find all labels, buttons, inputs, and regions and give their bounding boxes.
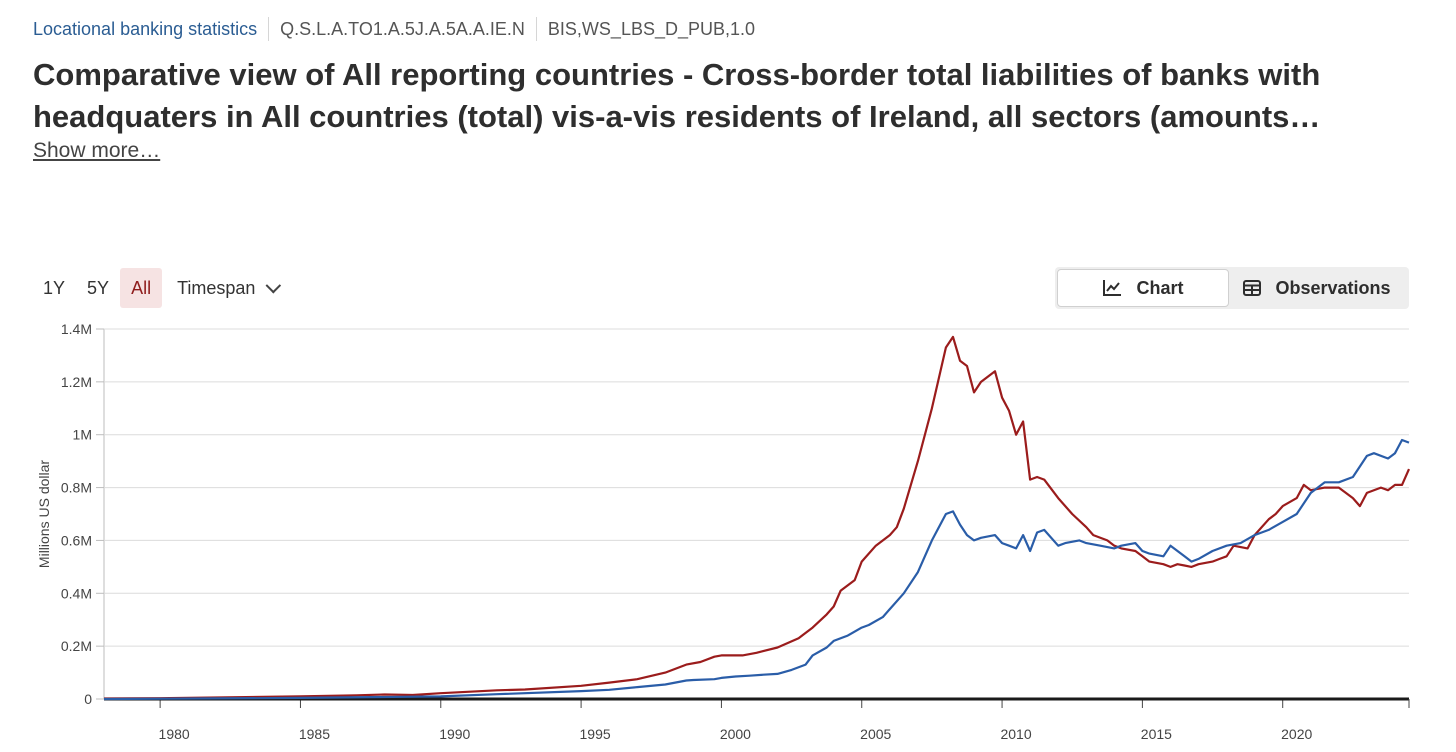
table-icon	[1243, 280, 1262, 296]
y-tick-label: 1.2M	[61, 374, 92, 390]
y-axis-ticks: 0 0.2M 0.4M 0.6M 0.8M 1M 1.2M 1.4M	[61, 321, 104, 707]
grid-lines	[103, 328, 1409, 699]
y-axis-title: Millions US dollar	[36, 460, 52, 568]
series-key: Q.S.L.A.TO1.A.5J.A.5A.A.IE.N	[280, 18, 525, 39]
y-tick-label: 0.2M	[61, 638, 92, 654]
x-tick-label: 2005	[860, 726, 891, 742]
series-line-blue-series	[103, 438, 1410, 701]
x-tick-label: 2015	[1141, 726, 1172, 742]
breadcrumb-divider	[268, 17, 270, 41]
x-tick-label: 1990	[439, 726, 470, 742]
series-lines	[103, 335, 1411, 701]
range-5y-button[interactable]: 5Y	[87, 277, 110, 298]
timespan-label: Timespan	[177, 277, 256, 298]
chart-view-label: Chart	[1136, 277, 1184, 298]
y-tick-label: 0.4M	[61, 585, 92, 601]
dataset-link[interactable]: Locational banking statistics	[33, 18, 258, 39]
y-tick-label: 0.8M	[61, 480, 92, 496]
timespan-dropdown[interactable]: Timespan	[166, 268, 287, 308]
x-axis-ticks: 1980 1985 1990 1995 2000 2005 2010 2015 2020	[104, 697, 1410, 742]
y-tick-label: 0.6M	[61, 532, 92, 548]
x-tick-label: 2010	[1000, 726, 1031, 742]
x-tick-label: 2000	[720, 726, 751, 742]
observations-view-button[interactable]: Observations	[1229, 269, 1405, 307]
y-tick-label: 0	[84, 691, 92, 707]
range-selector: 1Y 5Y All Timespan	[32, 268, 287, 308]
series-line-red-series	[103, 335, 1411, 700]
breadcrumb: Locational banking statistics Q.S.L.A.TO…	[33, 14, 755, 44]
y-tick-label: 1.4M	[61, 321, 92, 337]
breadcrumb-divider	[535, 17, 537, 41]
line-chart: 0 0.2M 0.4M 0.6M 0.8M 1M 1.2M 1.4M 1980 1985 1990…	[36, 321, 1411, 742]
page-title: Comparative view of All reporting countr…	[33, 57, 1321, 134]
y-tick-label: 1M	[73, 427, 92, 443]
view-toggle: Chart Observations	[1055, 267, 1409, 309]
observations-view-label: Observations	[1275, 277, 1391, 298]
x-tick-label: 1995	[580, 726, 611, 742]
show-more-link[interactable]: Show more…	[33, 139, 161, 162]
x-tick-label: 1980	[159, 726, 190, 742]
x-tick-label: 2020	[1281, 726, 1312, 742]
chart-view-button[interactable]: Chart	[1057, 269, 1229, 307]
line-chart-icon	[1103, 280, 1122, 296]
dataflow-id: BIS,WS_LBS_D_PUB,1.0	[547, 18, 756, 39]
range-all-button[interactable]: All	[120, 268, 163, 308]
chevron-down-icon	[266, 277, 282, 293]
x-tick-label: 1985	[299, 726, 330, 742]
range-1y-button[interactable]: 1Y	[43, 277, 66, 298]
